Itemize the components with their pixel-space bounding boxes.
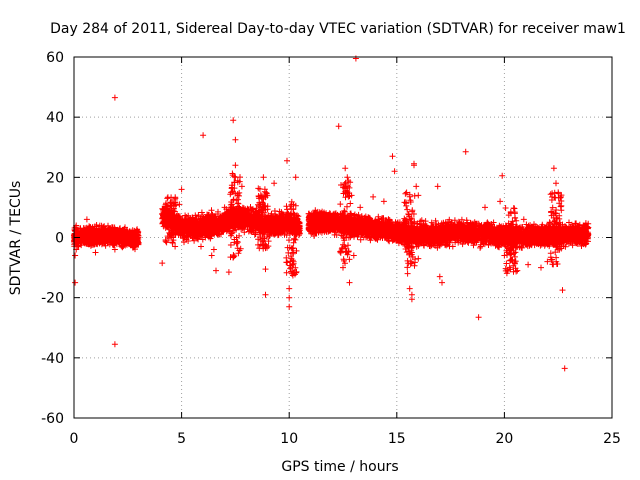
x-tick-label: 15 (388, 431, 406, 447)
y-tick-label: -40 (41, 351, 64, 367)
chart-title: Day 284 of 2011, Sidereal Day-to-day VTE… (50, 21, 626, 37)
x-tick-label: 0 (70, 431, 79, 447)
axis-ticks (73, 56, 613, 419)
x-axis-label: GPS time / hours (281, 459, 398, 475)
x-tick-label: 20 (495, 431, 513, 447)
y-tick-label: 20 (46, 170, 64, 186)
x-tick-labels: 0 5 10 15 20 25 (70, 431, 621, 447)
y-tick-label: 40 (46, 110, 64, 126)
sdtvar-points (71, 55, 592, 372)
x-tick-label: 5 (177, 431, 186, 447)
y-tick-labels: -60 -40 -20 0 20 40 60 (41, 50, 64, 427)
y-tick-label: 60 (46, 50, 64, 66)
y-tick-label: -20 (41, 291, 64, 307)
y-axis-label: SDTVAR / TECUs (8, 181, 24, 296)
x-tick-label: 25 (603, 431, 621, 447)
x-tick-label: 10 (280, 431, 298, 447)
data-points (71, 55, 592, 372)
y-tick-label: 0 (55, 231, 64, 247)
y-tick-label: -60 (41, 411, 64, 427)
